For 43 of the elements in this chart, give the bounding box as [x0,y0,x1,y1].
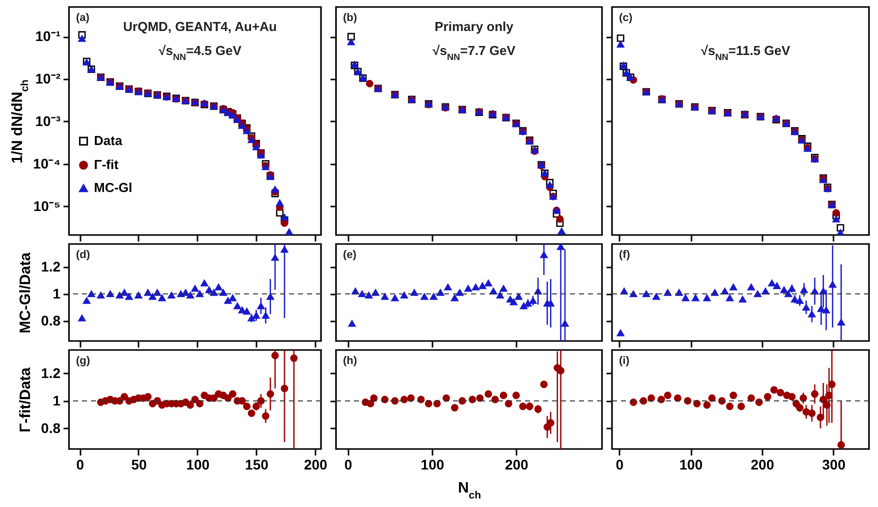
legend-label: MC-Gl [94,180,132,196]
y-axis-title: Γ-fit/Data [17,366,34,432]
y-tick-label: 1.2 [41,258,61,274]
x-axis-title: N$_{ch}$ [458,480,482,502]
x-tick-label: 0 [76,456,84,472]
y-axis-title: MC-Gl/Data [17,252,34,334]
y-tick-label: 1 [52,392,61,408]
y-tick-label: 10⁻³ [35,112,61,129]
annotation: √s$_{NN}$=4.5 GeV [158,43,242,62]
y-tick-label: 10⁻⁴ [33,155,61,172]
legend-label: Data [94,133,123,148]
x-tick-label: 100 [679,456,703,472]
annotation: (e) [343,249,357,261]
y-tick-label: 10⁻¹ [35,28,61,44]
legend-label: Γ-fit [94,157,120,172]
y-tick-label: 0.8 [41,312,61,328]
x-tick-label: 100 [420,456,444,472]
x-tick-label: 0 [344,456,352,472]
annotation: (h) [343,355,358,367]
y-tick-label: 0.8 [41,420,61,436]
annotation: (c) [619,12,633,24]
annotation: (b) [343,12,358,24]
annotation: (f) [619,249,630,261]
x-tick-label: 300 [822,456,846,472]
y-tick-label: 10⁻² [35,70,61,87]
y-tick-label: 10⁻⁵ [33,198,60,214]
annotation: √s$_{NN}$=7.7 GeV [432,43,516,62]
annotation: Primary only [434,19,514,34]
x-tick-label: 200 [304,456,328,472]
y-tick-label: 1.2 [41,364,61,381]
annotation: (g) [76,355,90,367]
annotation: (d) [76,249,90,261]
annotation: UrQMD, GEANT4, Au+Au [123,19,277,34]
x-tick-label: 150 [245,456,269,472]
annotation: (a) [76,12,90,24]
y-tick-label: 1 [52,285,61,302]
annotation: (i) [619,355,630,367]
x-tick-label: 200 [504,456,529,472]
x-tick-label: 50 [131,456,147,472]
x-tick-label: 100 [186,456,210,472]
x-tick-label: 200 [750,456,774,472]
annotation: √s$_{NN}$=11.5 GeV [700,43,790,62]
x-tick-label: 0 [616,456,624,472]
